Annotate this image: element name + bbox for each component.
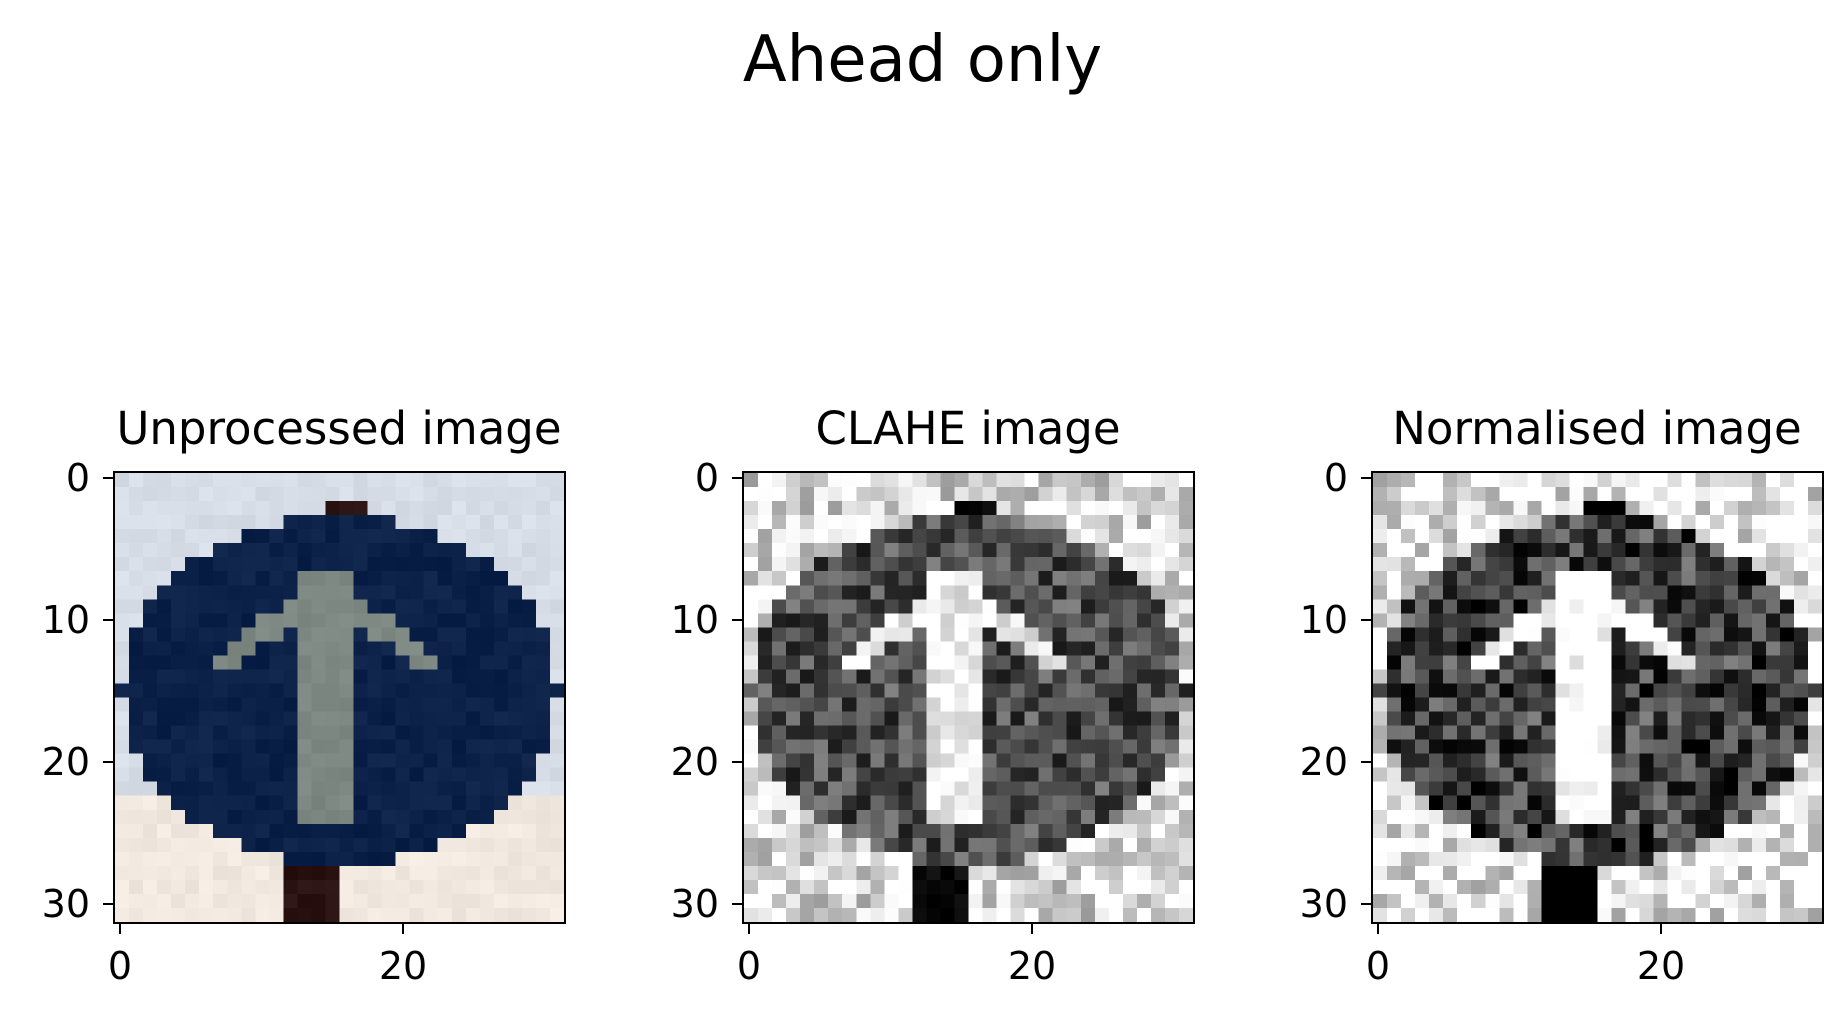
figure-title: Ahead only: [742, 23, 1103, 97]
y-tick-label: 10: [1299, 598, 1348, 642]
x-tick-label: 20: [1007, 944, 1057, 988]
y-tick: [103, 477, 113, 479]
x-tick: [119, 924, 121, 934]
y-tick: [1361, 761, 1371, 763]
x-tick-label: 20: [378, 944, 428, 988]
y-tick-label: 20: [41, 740, 90, 784]
y-tick: [1361, 619, 1371, 621]
image-frame: [113, 471, 566, 924]
y-tick: [732, 761, 742, 763]
y-tick-label: 30: [670, 882, 719, 926]
y-tick-label: 30: [41, 882, 90, 926]
y-tick: [732, 619, 742, 621]
x-tick-label: 0: [736, 944, 762, 988]
y-tick-label: 0: [1323, 456, 1348, 500]
y-tick-label: 0: [65, 456, 90, 500]
y-tick-label: 10: [41, 598, 90, 642]
x-tick-label: 20: [1636, 944, 1686, 988]
x-tick-label: 0: [1365, 944, 1391, 988]
y-tick-label: 10: [670, 598, 719, 642]
y-tick-label: 20: [670, 740, 719, 784]
y-tick: [103, 761, 113, 763]
y-tick-label: 20: [1299, 740, 1348, 784]
y-tick-label: 0: [694, 456, 719, 500]
x-tick: [402, 924, 404, 934]
y-tick-label: 30: [1299, 882, 1348, 926]
y-tick: [103, 619, 113, 621]
x-tick-label: 0: [107, 944, 133, 988]
image-frame: [742, 471, 1195, 924]
normalised-sign-image: [1373, 473, 1822, 922]
x-tick: [748, 924, 750, 934]
y-tick: [103, 903, 113, 905]
x-tick: [1031, 924, 1033, 934]
y-tick: [732, 477, 742, 479]
unprocessed-sign-image: [115, 473, 564, 922]
x-tick: [1660, 924, 1662, 934]
panel-title: CLAHE image: [815, 402, 1121, 455]
clahe-sign-image: [744, 473, 1193, 922]
image-frame: [1371, 471, 1824, 924]
panel-title: Normalised image: [1392, 402, 1802, 455]
x-tick: [1377, 924, 1379, 934]
y-tick: [1361, 477, 1371, 479]
panel-title: Unprocessed image: [116, 402, 562, 455]
y-tick: [1361, 903, 1371, 905]
y-tick: [732, 903, 742, 905]
